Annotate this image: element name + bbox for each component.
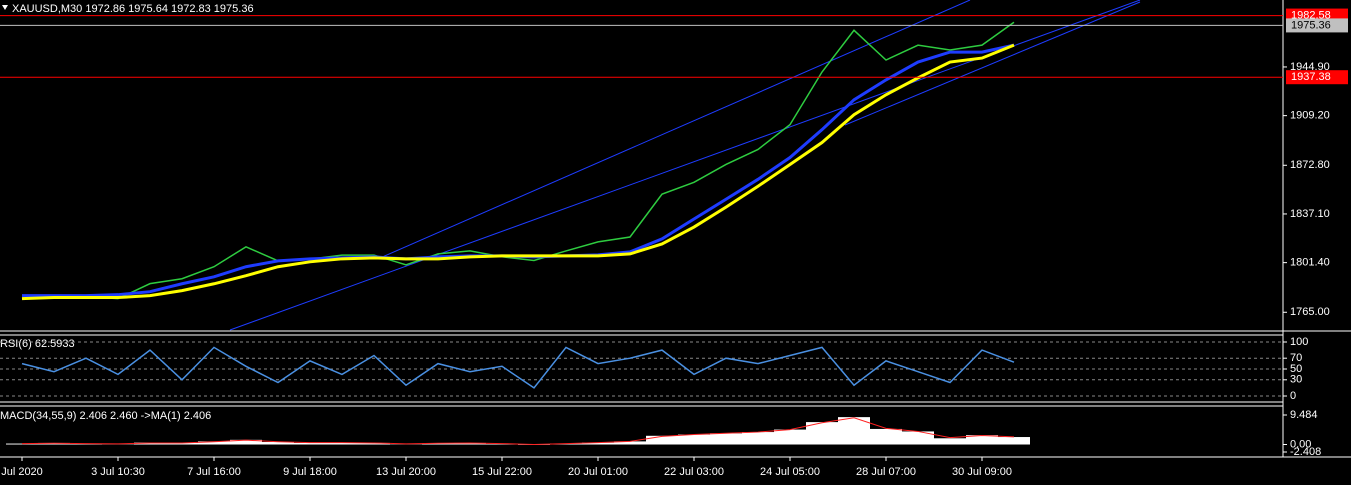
macd-bar: [742, 432, 774, 445]
macd-bar: [198, 441, 230, 445]
macd-bar: [806, 422, 838, 445]
y-tick-label: 30: [1290, 374, 1302, 386]
macd-bar: [70, 443, 102, 445]
x-tick-label: 3 Jul 10:30: [91, 466, 145, 478]
y-tick-label: 1765.00: [1290, 306, 1330, 318]
x-tick-label: 7 Jul 16:00: [187, 466, 241, 478]
y-tick-label: 1909.20: [1290, 110, 1330, 122]
macd-bar: [6, 443, 38, 445]
macd-bar: [998, 437, 1030, 445]
macd-title: MACD(34,55,9) 2.406 2.460 ->MA(1) 2.406: [0, 410, 211, 422]
series-line: [21, 346, 1015, 389]
macd-bar: [710, 433, 742, 445]
y-tick-label: 100: [1290, 336, 1308, 348]
macd-bar: [230, 439, 262, 445]
channel-line: [844, 1, 1141, 126]
x-tick-label: 28 Jul 07:00: [856, 466, 916, 478]
series-line: [21, 417, 1015, 446]
rsi-title: RSI(6) 62.5933: [0, 338, 75, 350]
menu-triangle: [2, 5, 8, 10]
macd-bar: [422, 443, 454, 445]
macd-bar: [934, 438, 966, 445]
x-tick-label: 13 Jul 20:00: [376, 466, 436, 478]
y-tick-label: 0.00: [1290, 438, 1311, 450]
channel-line: [379, 0, 971, 259]
y-tick-label: 70: [1290, 352, 1302, 364]
macd-bar: [358, 442, 390, 445]
macd-bar: [262, 442, 294, 445]
x-tick-label: 9 Jul 18:00: [283, 466, 337, 478]
y-tick-label: 1801.40: [1290, 257, 1330, 269]
macd-bar: [902, 431, 934, 445]
macd-bar: [166, 442, 198, 445]
y-tick-label: 1837.10: [1290, 208, 1330, 220]
level-box: [1286, 70, 1348, 85]
chart-title: XAUUSD,M30 1972.86 1975.64 1972.83 1975.…: [12, 3, 254, 15]
macd-bar: [326, 442, 358, 445]
x-tick-label: 24 Jul 05:00: [760, 466, 820, 478]
series-line: [21, 43, 1015, 301]
level-label: 1937.38: [1291, 71, 1331, 83]
level-label: 1975.36: [1291, 19, 1331, 31]
macd-bar: [646, 435, 678, 445]
macd-bar: [774, 429, 806, 445]
macd-bar: [486, 443, 518, 445]
macd-bar: [454, 442, 486, 445]
macd-bar: [966, 435, 998, 445]
x-tick-label: 15 Jul 22:00: [472, 466, 532, 478]
macd-bar: [614, 441, 646, 445]
x-tick-label: Jul 2020: [1, 466, 43, 478]
x-tick-label: 22 Jul 03:00: [664, 466, 724, 478]
macd-bar: [678, 434, 710, 445]
y-tick-label: 1944.90: [1290, 61, 1330, 73]
macd-bar: [294, 442, 326, 445]
level-box: [1286, 18, 1348, 33]
y-tick-label: 1872.80: [1290, 159, 1330, 171]
x-tick-label: 20 Jul 01:00: [568, 466, 628, 478]
y-tick-label: -2.408: [1290, 446, 1321, 458]
macd-bar: [582, 442, 614, 445]
series-line: [21, 21, 1015, 300]
macd-bar: [134, 442, 166, 445]
y-tick-label: 9.484: [1290, 409, 1318, 421]
macd-bar: [870, 428, 902, 445]
x-tick-label: 30 Jul 09:00: [952, 466, 1012, 478]
y-tick-label: 50: [1290, 363, 1302, 375]
y-tick-label: 0: [1290, 390, 1296, 402]
